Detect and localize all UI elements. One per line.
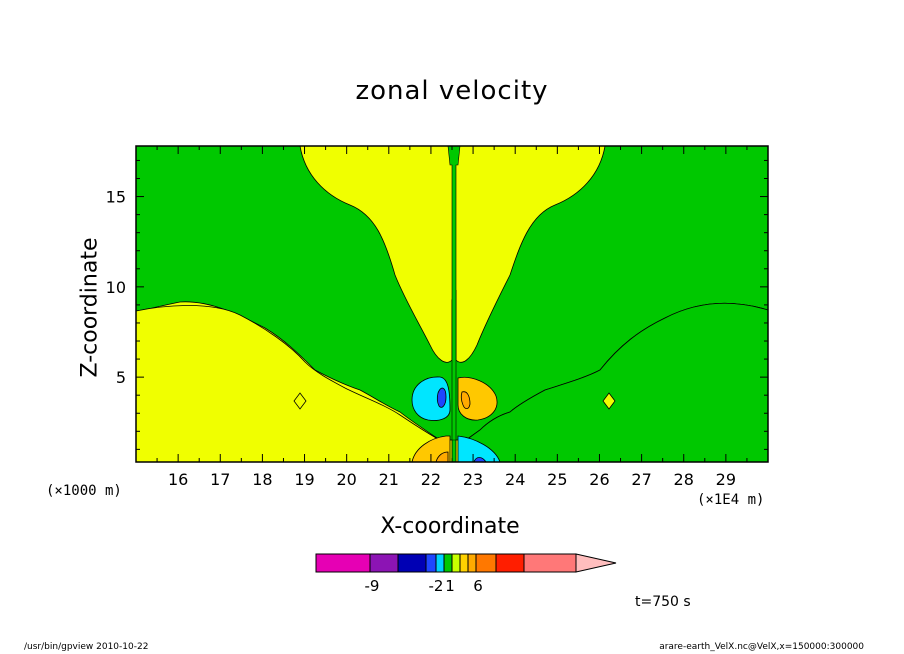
field-green-center (447, 146, 461, 441)
cell-cyan-lower-right (457, 435, 501, 462)
x-tick-label: 25 (547, 470, 567, 489)
colorbar-swatch (397, 553, 427, 573)
colorbar-label: 6 (473, 577, 483, 595)
colorbar-extend-arrow (575, 553, 617, 573)
x-tick-label: 18 (252, 470, 272, 489)
field-yellow-left-zone (136, 305, 441, 462)
field-yellow-bump-left-2 (293, 392, 307, 410)
x-tick-label: 20 (336, 470, 356, 489)
colorbar-swatch (435, 553, 445, 573)
colorbar-label: -9 (365, 577, 380, 595)
cell-cyan-upper-left (411, 376, 451, 421)
x-tick-label: 19 (294, 470, 314, 489)
y-axis-label: Z-coordinate (77, 237, 103, 378)
cell-darkorange-upper-right (460, 391, 471, 410)
footer-right: arare-earth_VelX.nc@VelX,x=150000:300000 (659, 642, 864, 652)
colorbar-labels: -9 -2 1 6 (365, 577, 483, 595)
axis-tick-labels: 16 17 18 19 20 21 22 23 24 25 26 27 28 29 5 10 15 (106, 188, 736, 489)
colorbar-label: -2 (429, 577, 444, 595)
x-tick-label: 22 (421, 470, 441, 489)
cell-orange-upper-right (457, 376, 498, 421)
colorbar-label: 1 (445, 577, 455, 595)
colorbar-swatch (523, 553, 577, 573)
y-tick-label: 10 (106, 278, 126, 297)
axis-ticks (135, 146, 769, 462)
colorbar-swatch (451, 553, 461, 573)
colorbar-swatch (495, 553, 525, 573)
x-tick-label: 16 (168, 470, 188, 489)
colorbar-swatch (443, 553, 453, 573)
colorbar-swatch (369, 553, 399, 573)
y-tick-label: 5 (116, 368, 126, 387)
footer-left: /usr/bin/gpview 2010-10-22 (24, 642, 149, 652)
x-tick-label: 26 (589, 470, 609, 489)
cell-darkorange-lower-left (435, 451, 449, 462)
y-tick-label: 15 (106, 188, 126, 207)
x-tick-label: 24 (505, 470, 525, 489)
x-tick-label: 21 (379, 470, 399, 489)
chart-title: zonal velocity (355, 76, 549, 106)
colorbar-swatch (467, 553, 477, 573)
cell-blue-upper-left (436, 387, 447, 408)
time-label: t=750 s (635, 594, 691, 610)
field-yellow-bump-right-2 (602, 392, 616, 410)
colorbar-swatch (425, 553, 437, 573)
field-green-lower-right (465, 302, 768, 462)
colorbar-swatch (315, 553, 371, 573)
colorbar (315, 553, 617, 573)
contour-field (136, 146, 768, 462)
x-tick-label: 23 (463, 470, 483, 489)
x-unit-right: (×1E4 m) (697, 492, 765, 508)
x-tick-label: 17 (210, 470, 230, 489)
x-unit-left: (×1000 m) (46, 483, 122, 499)
x-axis-label: X-coordinate (380, 514, 520, 539)
colorbar-swatch (459, 553, 469, 573)
x-tick-label: 27 (631, 470, 651, 489)
colorbar-swatch (475, 553, 497, 573)
x-tick-label: 29 (716, 470, 736, 489)
x-tick-label: 28 (674, 470, 694, 489)
